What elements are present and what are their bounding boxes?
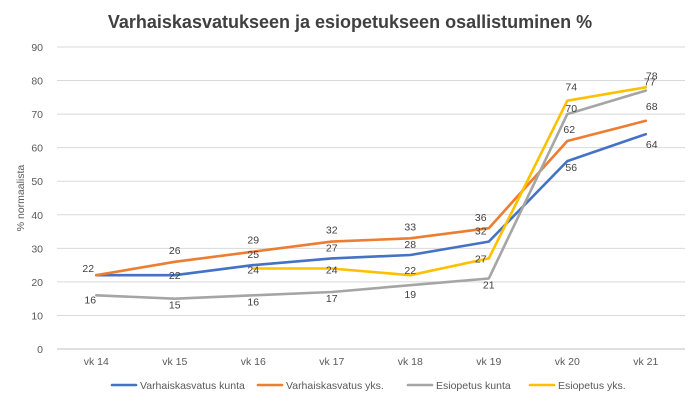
series-line-2 — [95, 119, 648, 277]
data-label: 68 — [646, 101, 658, 113]
x-tick-label: vk 14 — [84, 356, 109, 368]
y-tick-label: 30 — [31, 243, 43, 255]
x-tick-label: vk 18 — [398, 356, 423, 368]
data-label: 32 — [326, 225, 338, 237]
data-label: 24 — [326, 264, 338, 276]
y-tick-label: 70 — [31, 109, 43, 121]
y-tick-label: 20 — [31, 277, 43, 289]
data-label: 74 — [565, 82, 577, 94]
gridlines — [57, 46, 685, 350]
x-tick-label: vk 15 — [162, 356, 187, 368]
y-tick-label: 40 — [31, 210, 43, 222]
x-tick-label: vk 17 — [319, 356, 344, 368]
data-label: 21 — [483, 280, 495, 292]
data-label: 78 — [646, 70, 658, 82]
y-tick-label: 80 — [31, 76, 43, 88]
data-label: 24 — [247, 264, 259, 276]
data-label: 32 — [475, 226, 487, 238]
x-tick-label: vk 21 — [633, 356, 658, 368]
data-label: 19 — [404, 289, 416, 301]
series-line-3 — [95, 89, 648, 300]
data-label: 33 — [404, 221, 416, 233]
series-line-4 — [252, 86, 648, 277]
y-tick-label: 90 — [31, 42, 43, 54]
data-label: 22 — [169, 270, 181, 282]
data-label: 16 — [247, 296, 259, 308]
legend-label: Varhaiskasvatus kunta — [140, 380, 245, 392]
data-label: 26 — [169, 245, 181, 257]
y-axis-title: % normaalista — [15, 165, 27, 232]
y-axis-ticks: 0 10 20 30 40 50 60 70 80 90 — [31, 42, 43, 356]
y-tick-label: 0 — [37, 344, 43, 356]
data-label: 62 — [563, 124, 575, 136]
series-line-1 — [95, 132, 648, 277]
data-label: 64 — [646, 139, 658, 151]
data-label: 29 — [247, 235, 259, 247]
chart-title: Varhaiskasvatukseen ja esiopetukseen osa… — [108, 12, 592, 32]
data-label: 70 — [565, 103, 577, 115]
y-tick-label: 10 — [31, 310, 43, 322]
x-tick-label: vk 16 — [241, 356, 266, 368]
legend-label: Esiopetus yks. — [558, 380, 626, 392]
data-label: 27 — [326, 242, 338, 254]
x-tick-label: vk 20 — [555, 356, 580, 368]
data-label: 15 — [169, 300, 181, 312]
data-label: 22 — [82, 263, 94, 275]
legend: Varhaiskasvatus kunta Varhaiskasvatus yks… — [110, 380, 626, 392]
legend-label: Varhaiskasvatus yks. — [286, 380, 384, 392]
data-label: 28 — [404, 239, 416, 251]
y-tick-label: 60 — [31, 143, 43, 155]
series-lines — [95, 86, 648, 300]
data-label: 56 — [565, 162, 577, 174]
data-label: 27 — [475, 253, 487, 265]
x-axis-ticks: vk 14 vk 15 vk 16 vk 17 vk 18 vk 19 vk 20 vk 21 — [84, 356, 659, 368]
data-label: 36 — [475, 212, 487, 224]
legend-label: Esiopetus kunta — [436, 380, 511, 392]
data-label: 22 — [404, 265, 416, 277]
data-label: 25 — [247, 249, 259, 261]
x-tick-label: vk 19 — [476, 356, 501, 368]
data-labels: 22 22 25 27 28 32 56 64 26 29 32 33 36 62 68 16 15 16 17 19… — [82, 70, 657, 311]
data-label: 16 — [84, 294, 96, 306]
data-label: 17 — [326, 293, 338, 305]
y-tick-label: 50 — [31, 176, 43, 188]
data-label: 77 — [644, 77, 656, 89]
